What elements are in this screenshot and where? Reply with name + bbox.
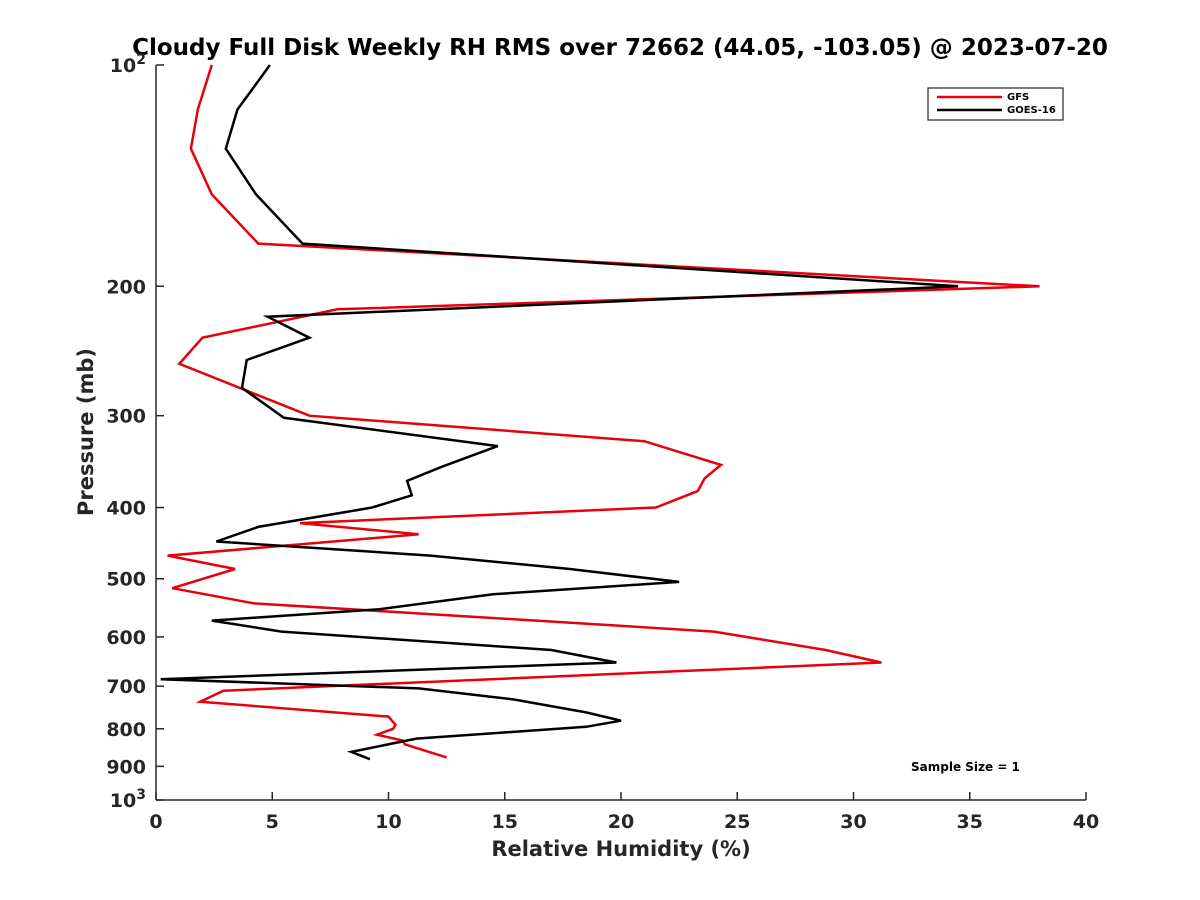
series-line-gfs [167,64,1040,759]
x-tick-label: 30 [840,811,866,833]
y-axis-label: Pressure (mb) [74,348,98,516]
sample-size-annotation: Sample Size = 1 [911,760,1020,774]
series-line-goes-16 [160,64,959,761]
x-tick-label: 35 [957,811,983,833]
x-ticks: 0 5 10 15 20 25 30 35 40 [149,792,1099,833]
x-axis-label: Relative Humidity (%) [491,837,750,861]
x-tick-label: 40 [1073,811,1099,833]
legend: GFS GOES-16 [927,87,1064,121]
x-tick-label: 15 [492,811,518,833]
legend-box [927,87,1064,121]
y-tick-label: 600 [106,627,146,649]
y-tick-label: 103 [110,787,146,812]
legend-label-goes16: GOES-16 [1007,105,1056,116]
x-tick-label: 5 [266,811,279,833]
y-tick-label: 300 [106,406,146,428]
y-tick-label: 500 [106,569,146,591]
legend-label-gfs: GFS [1007,92,1029,103]
y-ticks: 102 200 300 400 500 600 700 800 900 103 [106,52,164,812]
y-tick-label: 900 [106,756,146,778]
x-tick-label: 0 [149,811,162,833]
chart-title: Cloudy Full Disk Weekly RH RMS over 7266… [132,35,1108,61]
plot-area: 0 5 10 15 20 25 30 35 40 102 200 300 400 500 600 700 80… [106,52,1099,833]
x-tick-label: 20 [608,811,634,833]
x-tick-label: 25 [724,811,750,833]
y-tick-label: 700 [106,676,146,698]
x-tick-label: 10 [375,811,401,833]
y-tick-label: 800 [106,719,146,741]
y-tick-label: 400 [106,498,146,520]
series-layer [160,64,1040,761]
y-tick-label: 200 [106,276,146,298]
y-tick-label: 102 [110,52,146,77]
